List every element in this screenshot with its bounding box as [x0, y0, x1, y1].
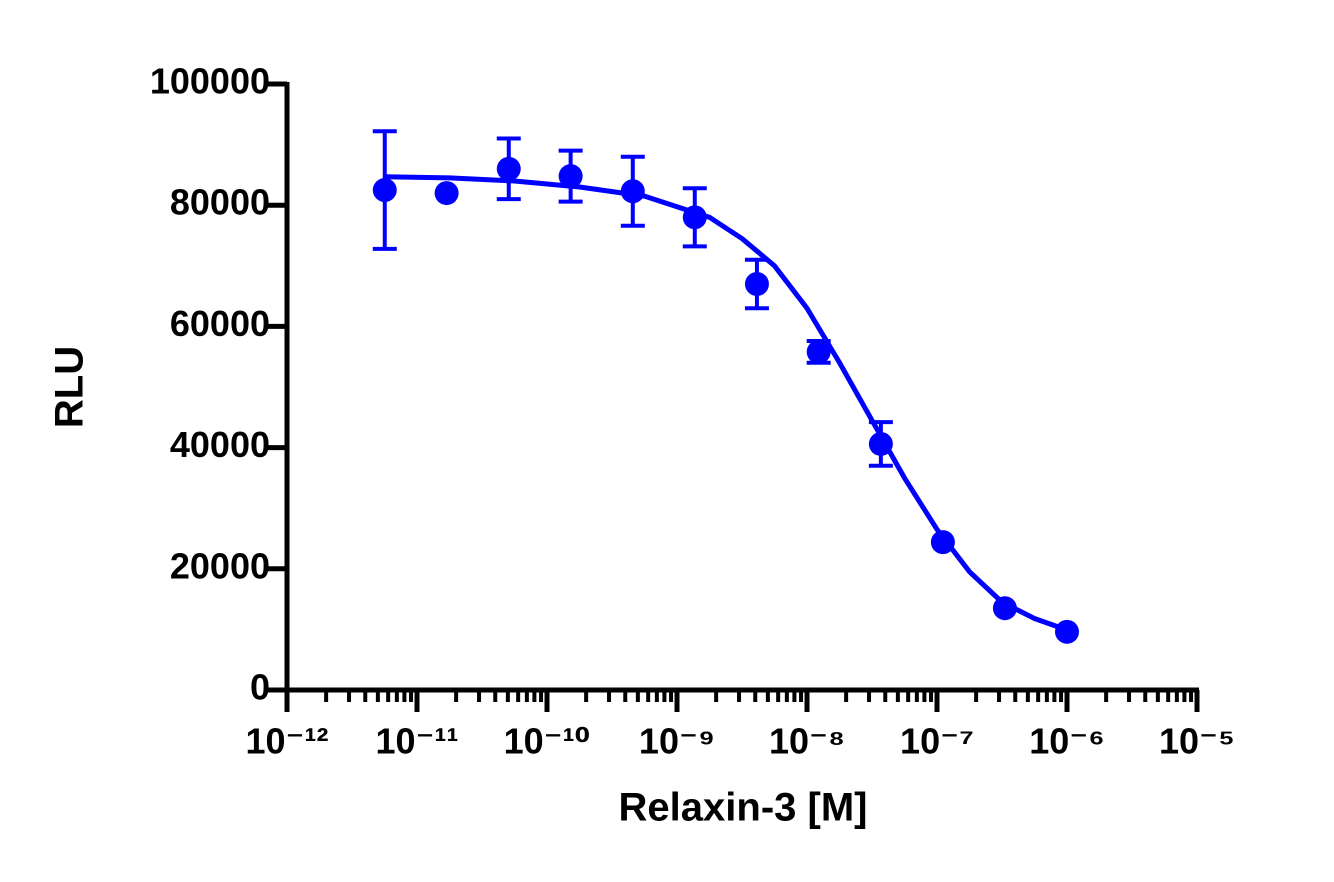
- y-tick-label: 100000: [150, 61, 270, 102]
- data-point: [806, 339, 831, 364]
- y-tick-label: 0: [250, 667, 270, 708]
- data-point: [868, 431, 893, 456]
- x-tick-label: 10⁻¹⁰: [504, 721, 591, 762]
- data-point: [558, 164, 583, 189]
- y-axis-title: RLU: [48, 346, 92, 428]
- x-tick-label: 10⁻⁹: [639, 721, 715, 762]
- y-tick-label: 80000: [170, 182, 270, 223]
- y-tick-label: 60000: [170, 303, 270, 344]
- data-point: [930, 530, 955, 555]
- data-point: [372, 178, 397, 203]
- fit-curve: [384, 174, 1068, 633]
- data-point: [744, 271, 769, 296]
- data-point: [620, 179, 645, 204]
- data-point: [682, 205, 707, 230]
- data-point: [992, 596, 1017, 621]
- x-axis-title: Relaxin-3 [M]: [619, 786, 868, 830]
- data-point: [496, 156, 521, 181]
- data-point: [434, 181, 459, 206]
- y-tick-label: 20000: [170, 545, 270, 586]
- data-point: [1055, 619, 1079, 644]
- x-tick-label: 10⁻⁵: [1159, 721, 1235, 762]
- x-tick-label: 10⁻⁶: [1029, 721, 1105, 762]
- x-tick-label: 10⁻¹²: [245, 721, 328, 762]
- x-tick-label: 10⁻¹¹: [375, 721, 458, 762]
- y-tick-label: 40000: [170, 424, 270, 465]
- x-tick-label: 10⁻⁷: [900, 721, 974, 762]
- x-tick-label: 10⁻⁸: [769, 721, 845, 762]
